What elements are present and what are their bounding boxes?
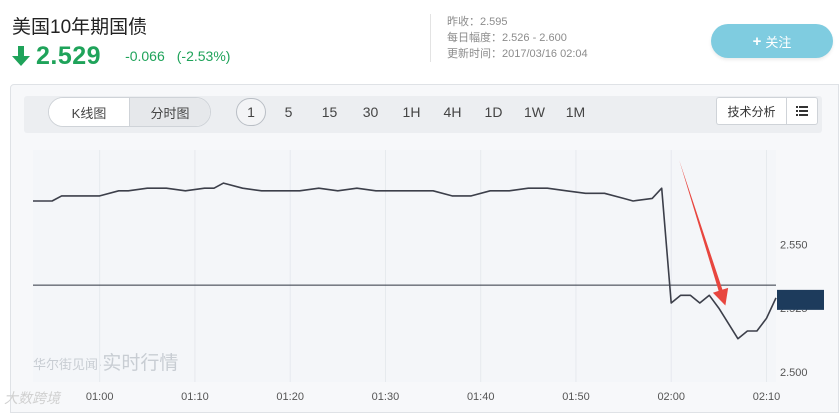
price-change: -0.066 [125,48,165,64]
plus-icon: + [752,32,762,50]
period-4h[interactable]: 4H [443,104,462,120]
day-range: 每日幅度：2.526 - 2.600 [447,32,567,44]
x-tick-label: 01:50 [562,391,590,403]
x-tick-label: 01:30 [372,391,400,403]
y-tick-label: 2.550 [780,239,808,251]
follow-label: 关注 [765,34,792,50]
list-icon[interactable] [786,97,818,125]
tab-kline[interactable]: K线图 [49,98,130,126]
x-tick-label: 02:10 [753,391,781,403]
quote-info: 昨收：2.595 每日幅度：2.526 - 2.600 更新时间：2017/03… [430,14,588,62]
period-1[interactable]: 1 [236,98,266,126]
tab-timeshare[interactable]: 分时图 [130,98,210,126]
corner-watermark: 大数跨境 [4,390,60,406]
watermark: 华尔街见闻·实时行情 [33,353,179,374]
x-tick-label: 01:40 [467,391,495,403]
prev-close: 昨收：2.595 [447,16,508,28]
chart-type-toggle: K线图 分时图 [48,97,211,127]
period-30[interactable]: 30 [362,104,379,120]
current-price-tag [777,289,824,310]
period-1m[interactable]: 1M [565,104,586,120]
price-line [33,182,777,340]
period-5[interactable]: 5 [284,104,293,120]
update-time: 更新时间：2017/03/16 02:04 [447,48,588,60]
x-tick-label: 02:00 [657,391,685,403]
period-1w[interactable]: 1W [524,104,545,120]
follow-button[interactable]: + 关注 [711,24,833,58]
annotation-arrow-icon [679,160,729,306]
instrument-title: 美国10年期国债 [12,17,148,38]
price-row: 2.529 -0.066 (-2.53%) [10,42,230,70]
price-change-percent: (-2.53%) [176,48,231,64]
x-tick-label: 01:20 [276,391,304,403]
period-1h[interactable]: 1H [402,104,421,120]
technical-analysis-button[interactable]: 技术分析 [716,97,786,125]
annotation-arrow-shape [679,160,729,306]
period-15[interactable]: 15 [321,104,338,120]
last-price: 2.529 [36,41,102,70]
x-tick-label: 01:00 [86,391,114,403]
x-tick-label: 01:10 [181,391,209,403]
period-1d[interactable]: 1D [484,104,503,120]
arrow-down-icon [10,44,32,68]
y-tick-label: 2.500 [780,367,808,379]
period-selector: 1 5 15 30 1H 4H 1D 1W 1M [236,97,596,127]
